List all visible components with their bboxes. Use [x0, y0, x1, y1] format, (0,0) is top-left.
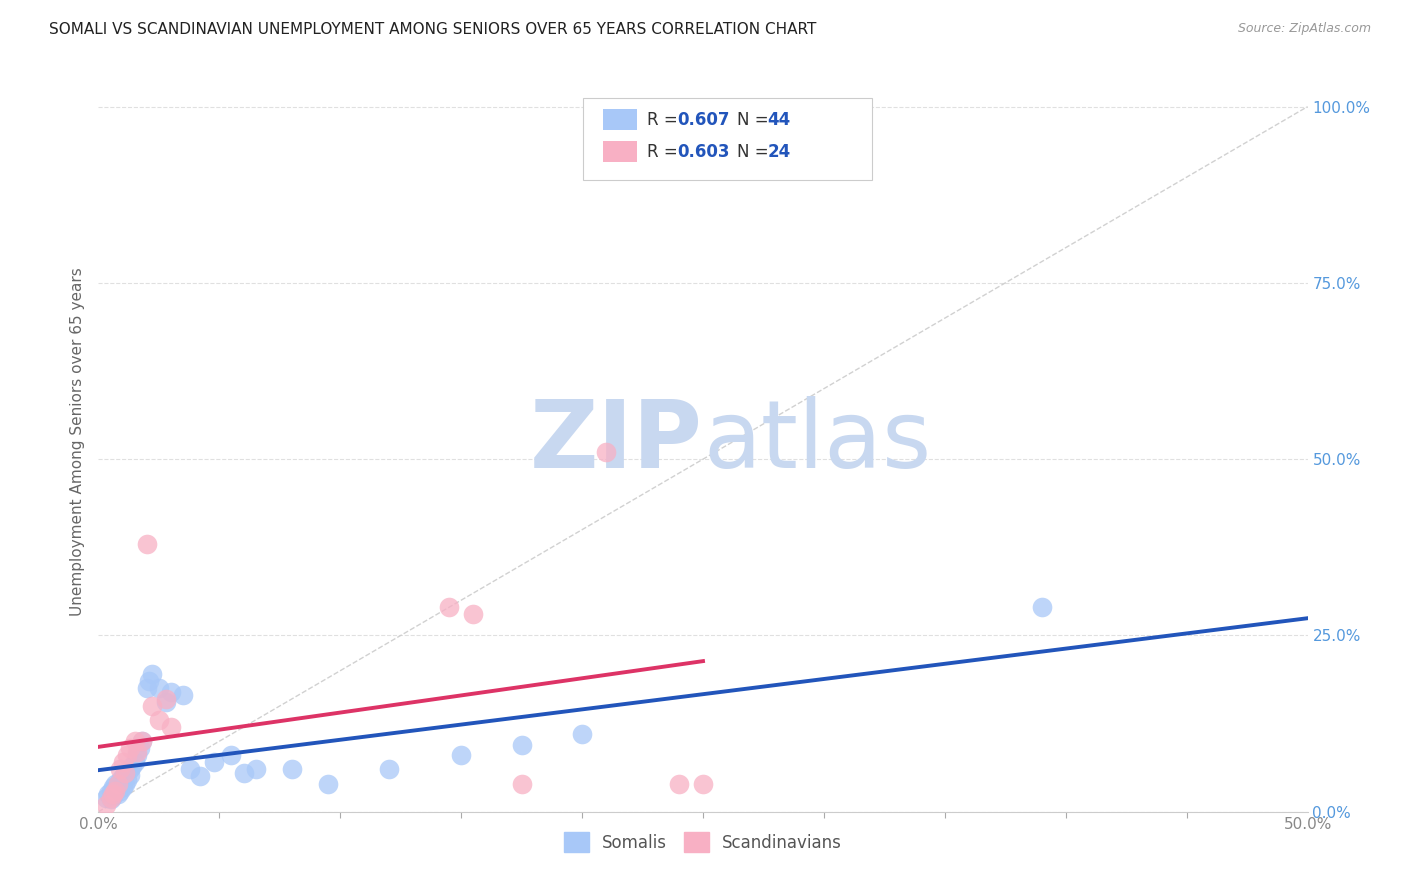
Point	[692, 776, 714, 790]
Point	[108, 772, 131, 787]
Point	[450, 748, 472, 763]
Point	[117, 748, 139, 763]
Point	[377, 763, 399, 777]
Point	[101, 780, 124, 794]
Point	[135, 681, 157, 696]
Point	[155, 695, 177, 709]
Point	[101, 787, 124, 801]
Point	[160, 685, 183, 699]
Point	[108, 783, 131, 797]
Point	[1031, 600, 1053, 615]
Point	[131, 734, 153, 748]
Point	[118, 768, 141, 782]
Point	[510, 776, 533, 790]
Point	[117, 772, 139, 787]
Point	[138, 674, 160, 689]
Point	[245, 763, 267, 777]
Text: N =: N =	[737, 143, 773, 161]
Point	[104, 785, 127, 799]
Point	[114, 766, 136, 780]
Point	[179, 763, 201, 777]
Point	[155, 692, 177, 706]
Point	[135, 537, 157, 551]
Point	[437, 600, 460, 615]
Point	[118, 741, 141, 756]
Point	[160, 720, 183, 734]
Text: 44: 44	[768, 111, 792, 128]
Text: 0.607: 0.607	[678, 111, 730, 128]
Point	[148, 681, 170, 696]
Point	[94, 790, 117, 805]
Point	[100, 783, 122, 797]
Point	[668, 776, 690, 790]
Point	[124, 756, 146, 770]
Text: SOMALI VS SCANDINAVIAN UNEMPLOYMENT AMONG SENIORS OVER 65 YEARS CORRELATION CHAR: SOMALI VS SCANDINAVIAN UNEMPLOYMENT AMON…	[49, 22, 817, 37]
Point	[101, 789, 124, 804]
Legend: Somalis, Scandinavians: Somalis, Scandinavians	[557, 825, 849, 859]
Text: 24: 24	[768, 143, 792, 161]
Point	[124, 734, 146, 748]
Point	[316, 776, 339, 790]
Point	[121, 759, 143, 773]
Point	[111, 780, 134, 794]
Point	[232, 766, 254, 780]
Text: ZIP: ZIP	[530, 395, 703, 488]
Point	[100, 790, 122, 805]
Point	[131, 734, 153, 748]
Point	[127, 748, 149, 763]
Point	[108, 763, 131, 777]
Point	[114, 766, 136, 780]
Point	[281, 763, 304, 777]
Text: R =: R =	[647, 111, 683, 128]
Point	[172, 689, 194, 703]
Text: N =: N =	[737, 111, 773, 128]
Point	[104, 776, 127, 790]
Point	[595, 445, 617, 459]
Point	[571, 727, 593, 741]
Text: 0.603: 0.603	[678, 143, 730, 161]
Point	[111, 769, 134, 783]
Point	[118, 763, 141, 777]
Point	[94, 797, 117, 812]
Text: Source: ZipAtlas.com: Source: ZipAtlas.com	[1237, 22, 1371, 36]
Text: R =: R =	[647, 143, 683, 161]
Point	[111, 756, 134, 770]
Point	[128, 741, 150, 756]
Point	[104, 783, 127, 797]
Point	[510, 738, 533, 752]
Point	[100, 792, 122, 806]
Point	[127, 745, 149, 759]
Point	[141, 698, 163, 713]
Text: atlas: atlas	[703, 395, 931, 488]
Point	[148, 713, 170, 727]
Point	[97, 787, 120, 801]
Point	[107, 776, 129, 790]
Point	[114, 776, 136, 790]
Point	[107, 787, 129, 801]
Point	[188, 769, 211, 783]
Point	[107, 778, 129, 792]
Y-axis label: Unemployment Among Seniors over 65 years: Unemployment Among Seniors over 65 years	[69, 268, 84, 615]
Point	[204, 756, 226, 770]
Point	[221, 748, 243, 763]
Point	[463, 607, 485, 622]
Point	[141, 667, 163, 681]
